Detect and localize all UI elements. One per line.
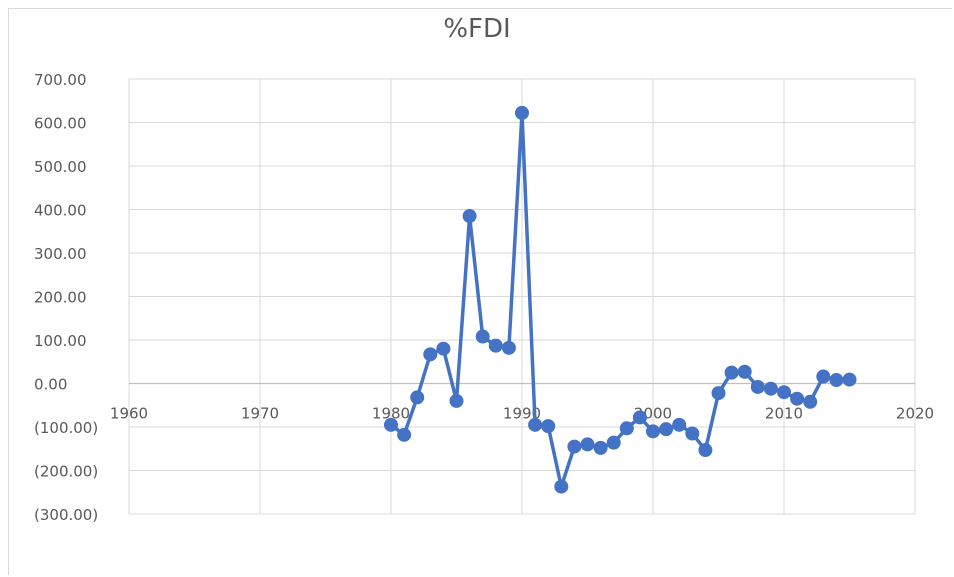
y-tick-label: 100.00 bbox=[34, 332, 87, 350]
data-point bbox=[606, 435, 621, 450]
y-tick-label: 0.00 bbox=[34, 376, 67, 394]
data-point bbox=[750, 379, 765, 394]
data-point bbox=[829, 373, 844, 388]
data-point bbox=[554, 479, 569, 494]
y-tick-label: 700.00 bbox=[34, 71, 87, 89]
data-point bbox=[397, 427, 412, 442]
data-point bbox=[580, 437, 595, 452]
x-tick-label: 1970 bbox=[241, 405, 279, 423]
data-point bbox=[803, 394, 818, 409]
data-point bbox=[777, 385, 791, 400]
data-point bbox=[711, 386, 726, 401]
data-point bbox=[619, 421, 634, 436]
data-point bbox=[462, 209, 477, 224]
data-point bbox=[528, 417, 543, 432]
x-tick-label: 2010 bbox=[765, 405, 803, 423]
data-point bbox=[659, 422, 674, 437]
data-point bbox=[488, 338, 503, 353]
data-point bbox=[593, 440, 608, 455]
data-point bbox=[475, 329, 490, 344]
data-point bbox=[501, 340, 516, 355]
data-point bbox=[384, 417, 398, 432]
horizontal-gridlines bbox=[129, 78, 915, 515]
x-tick-label: 2020 bbox=[896, 405, 934, 423]
data-point bbox=[515, 105, 529, 120]
y-tick-label: 200.00 bbox=[34, 289, 87, 307]
y-tick-label: 600.00 bbox=[34, 115, 87, 133]
chart-frame bbox=[8, 8, 952, 575]
data-point bbox=[449, 393, 464, 408]
y-tick-label: (300.00) bbox=[34, 506, 98, 524]
x-tick-label: 1960 bbox=[110, 405, 148, 423]
y-tick-label: 500.00 bbox=[34, 158, 87, 176]
data-point bbox=[698, 443, 713, 458]
y-tick-label: (100.00) bbox=[34, 419, 98, 437]
data-point bbox=[632, 410, 647, 425]
y-tick-label: 300.00 bbox=[34, 245, 87, 263]
y-tick-label: 400.00 bbox=[34, 202, 87, 220]
data-point bbox=[685, 426, 700, 441]
data-point bbox=[737, 364, 752, 379]
data-point bbox=[790, 391, 805, 406]
data-point bbox=[423, 347, 438, 362]
data-point bbox=[816, 369, 831, 384]
data-point bbox=[724, 365, 739, 380]
data-point bbox=[541, 419, 556, 434]
y-tick-label: (200.00) bbox=[34, 463, 98, 481]
data-point bbox=[646, 424, 660, 439]
x-tick-label: 1980 bbox=[372, 405, 410, 423]
chart-title: %FDI bbox=[443, 14, 511, 44]
data-point bbox=[672, 417, 687, 432]
data-point bbox=[567, 439, 582, 454]
data-point bbox=[842, 372, 857, 387]
x-tick-label: 1990 bbox=[503, 405, 541, 423]
y-axis-tick-labels: 700.00 600.00 500.00 400.00 300.00 200.00 100.… bbox=[34, 71, 98, 524]
fdi-series bbox=[384, 105, 857, 494]
data-point bbox=[410, 390, 425, 405]
data-point bbox=[763, 381, 778, 396]
data-point bbox=[436, 341, 451, 356]
